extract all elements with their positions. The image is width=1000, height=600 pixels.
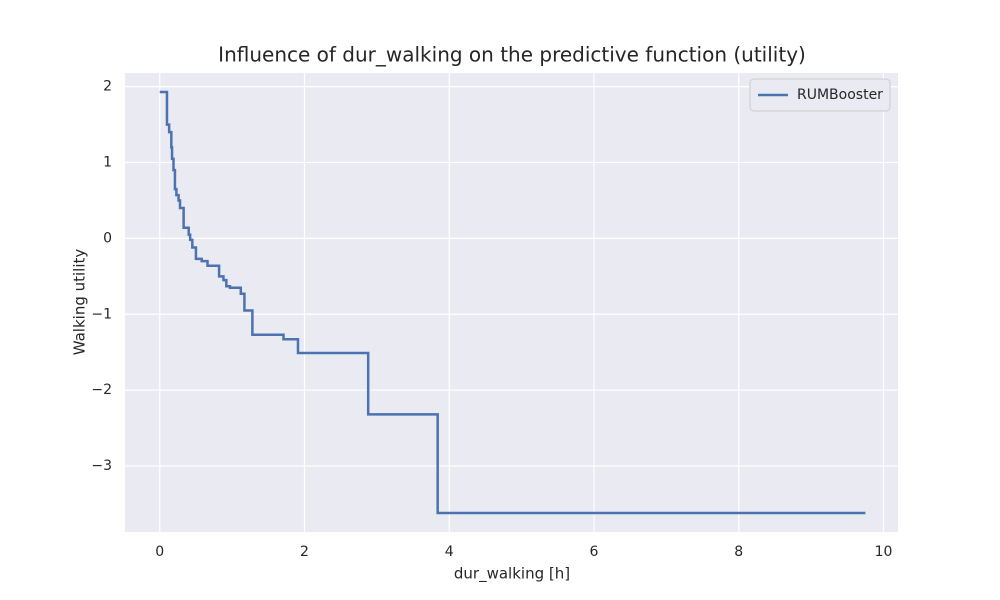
marks <box>159 90 866 515</box>
x-tick-label: 0 <box>155 544 164 560</box>
x-axis-label: dur_walking [h] <box>454 565 570 584</box>
chart-title: Influence of dur_walking on the predicti… <box>218 43 806 67</box>
x-tick-label: 2 <box>300 544 309 560</box>
legend-frame <box>749 78 891 112</box>
plot-area <box>125 73 898 532</box>
data-line <box>159 90 866 515</box>
x-tick-label: 4 <box>445 544 454 560</box>
grid <box>125 73 898 532</box>
y-tick-label: −1 <box>91 306 112 322</box>
legend-label: RUMBooster <box>797 87 883 103</box>
x-tick-label: 8 <box>734 544 743 560</box>
x-tick-label: 6 <box>590 544 599 560</box>
legend: RUMBooster <box>749 78 891 112</box>
y-tick-label: −3 <box>91 458 112 474</box>
y-tick-label: 1 <box>103 155 112 171</box>
y-tick-label: 2 <box>103 79 112 95</box>
y-tick-label: −2 <box>91 382 112 398</box>
x-tick-label: 10 <box>875 544 893 560</box>
y-axis-label: Walking utility <box>71 249 89 356</box>
y-tick-label: 0 <box>103 230 112 246</box>
